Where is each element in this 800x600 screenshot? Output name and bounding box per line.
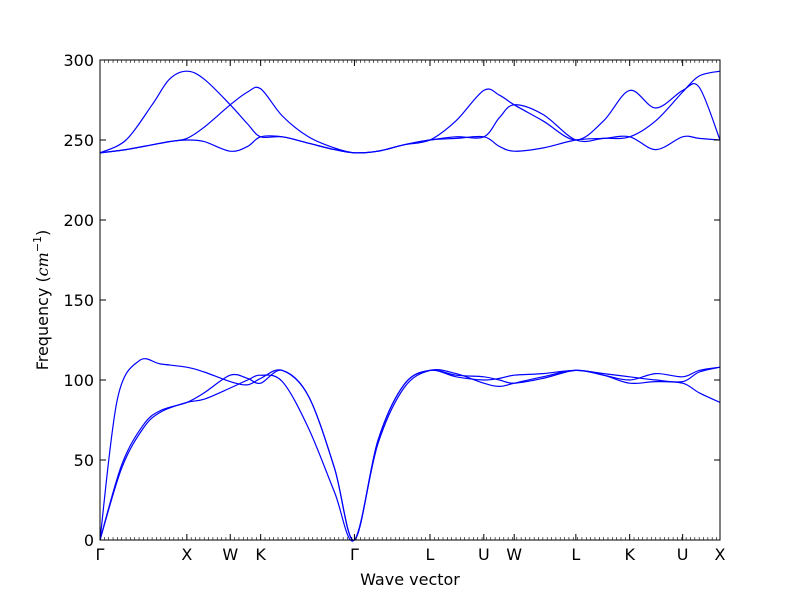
x-tick-label: U — [677, 545, 689, 564]
x-tick-label: K — [255, 545, 266, 564]
x-tick-label: X — [715, 545, 726, 564]
series-line-5 — [99, 83, 721, 154]
y-tick-label: 50 — [74, 451, 94, 470]
y-tick-label: 100 — [63, 371, 94, 390]
y-tick-label: 200 — [63, 211, 94, 230]
y-axis-ticks: 0 50 100 150 200 250 300 — [63, 51, 720, 550]
x-tick-label: W — [506, 545, 522, 564]
x-axis-title: Wave vector — [360, 570, 460, 589]
y-tick-label: 250 — [63, 131, 94, 150]
y-axis-title-prefix: Frequency ( — [33, 276, 52, 370]
x-tick-label: X — [181, 545, 192, 564]
x-tick-label: W — [222, 545, 238, 564]
x-tick-label: Γ — [96, 545, 105, 564]
y-tick-label: 150 — [63, 291, 94, 310]
x-tick-label: Γ — [350, 545, 359, 564]
y-axis-title-exponent: −1 — [31, 236, 44, 252]
y-tick-label: 0 — [84, 531, 94, 550]
y-axis-title: Frequency (cm−1) — [31, 230, 52, 371]
y-axis-title-suffix: ) — [33, 230, 52, 236]
series-line-3 — [99, 358, 721, 541]
series-line-6 — [99, 70, 721, 154]
y-tick-label: 300 — [63, 51, 94, 70]
plot-frame — [99, 59, 721, 541]
x-tick-label: K — [624, 545, 635, 564]
series-line-2 — [99, 366, 721, 541]
x-tick-label: L — [426, 545, 435, 564]
series-lines — [99, 70, 721, 542]
y-axis-title-unit: cm — [33, 252, 52, 276]
x-tick-label: L — [571, 545, 580, 564]
x-tick-label: U — [478, 545, 490, 564]
series-line-1 — [99, 368, 721, 542]
